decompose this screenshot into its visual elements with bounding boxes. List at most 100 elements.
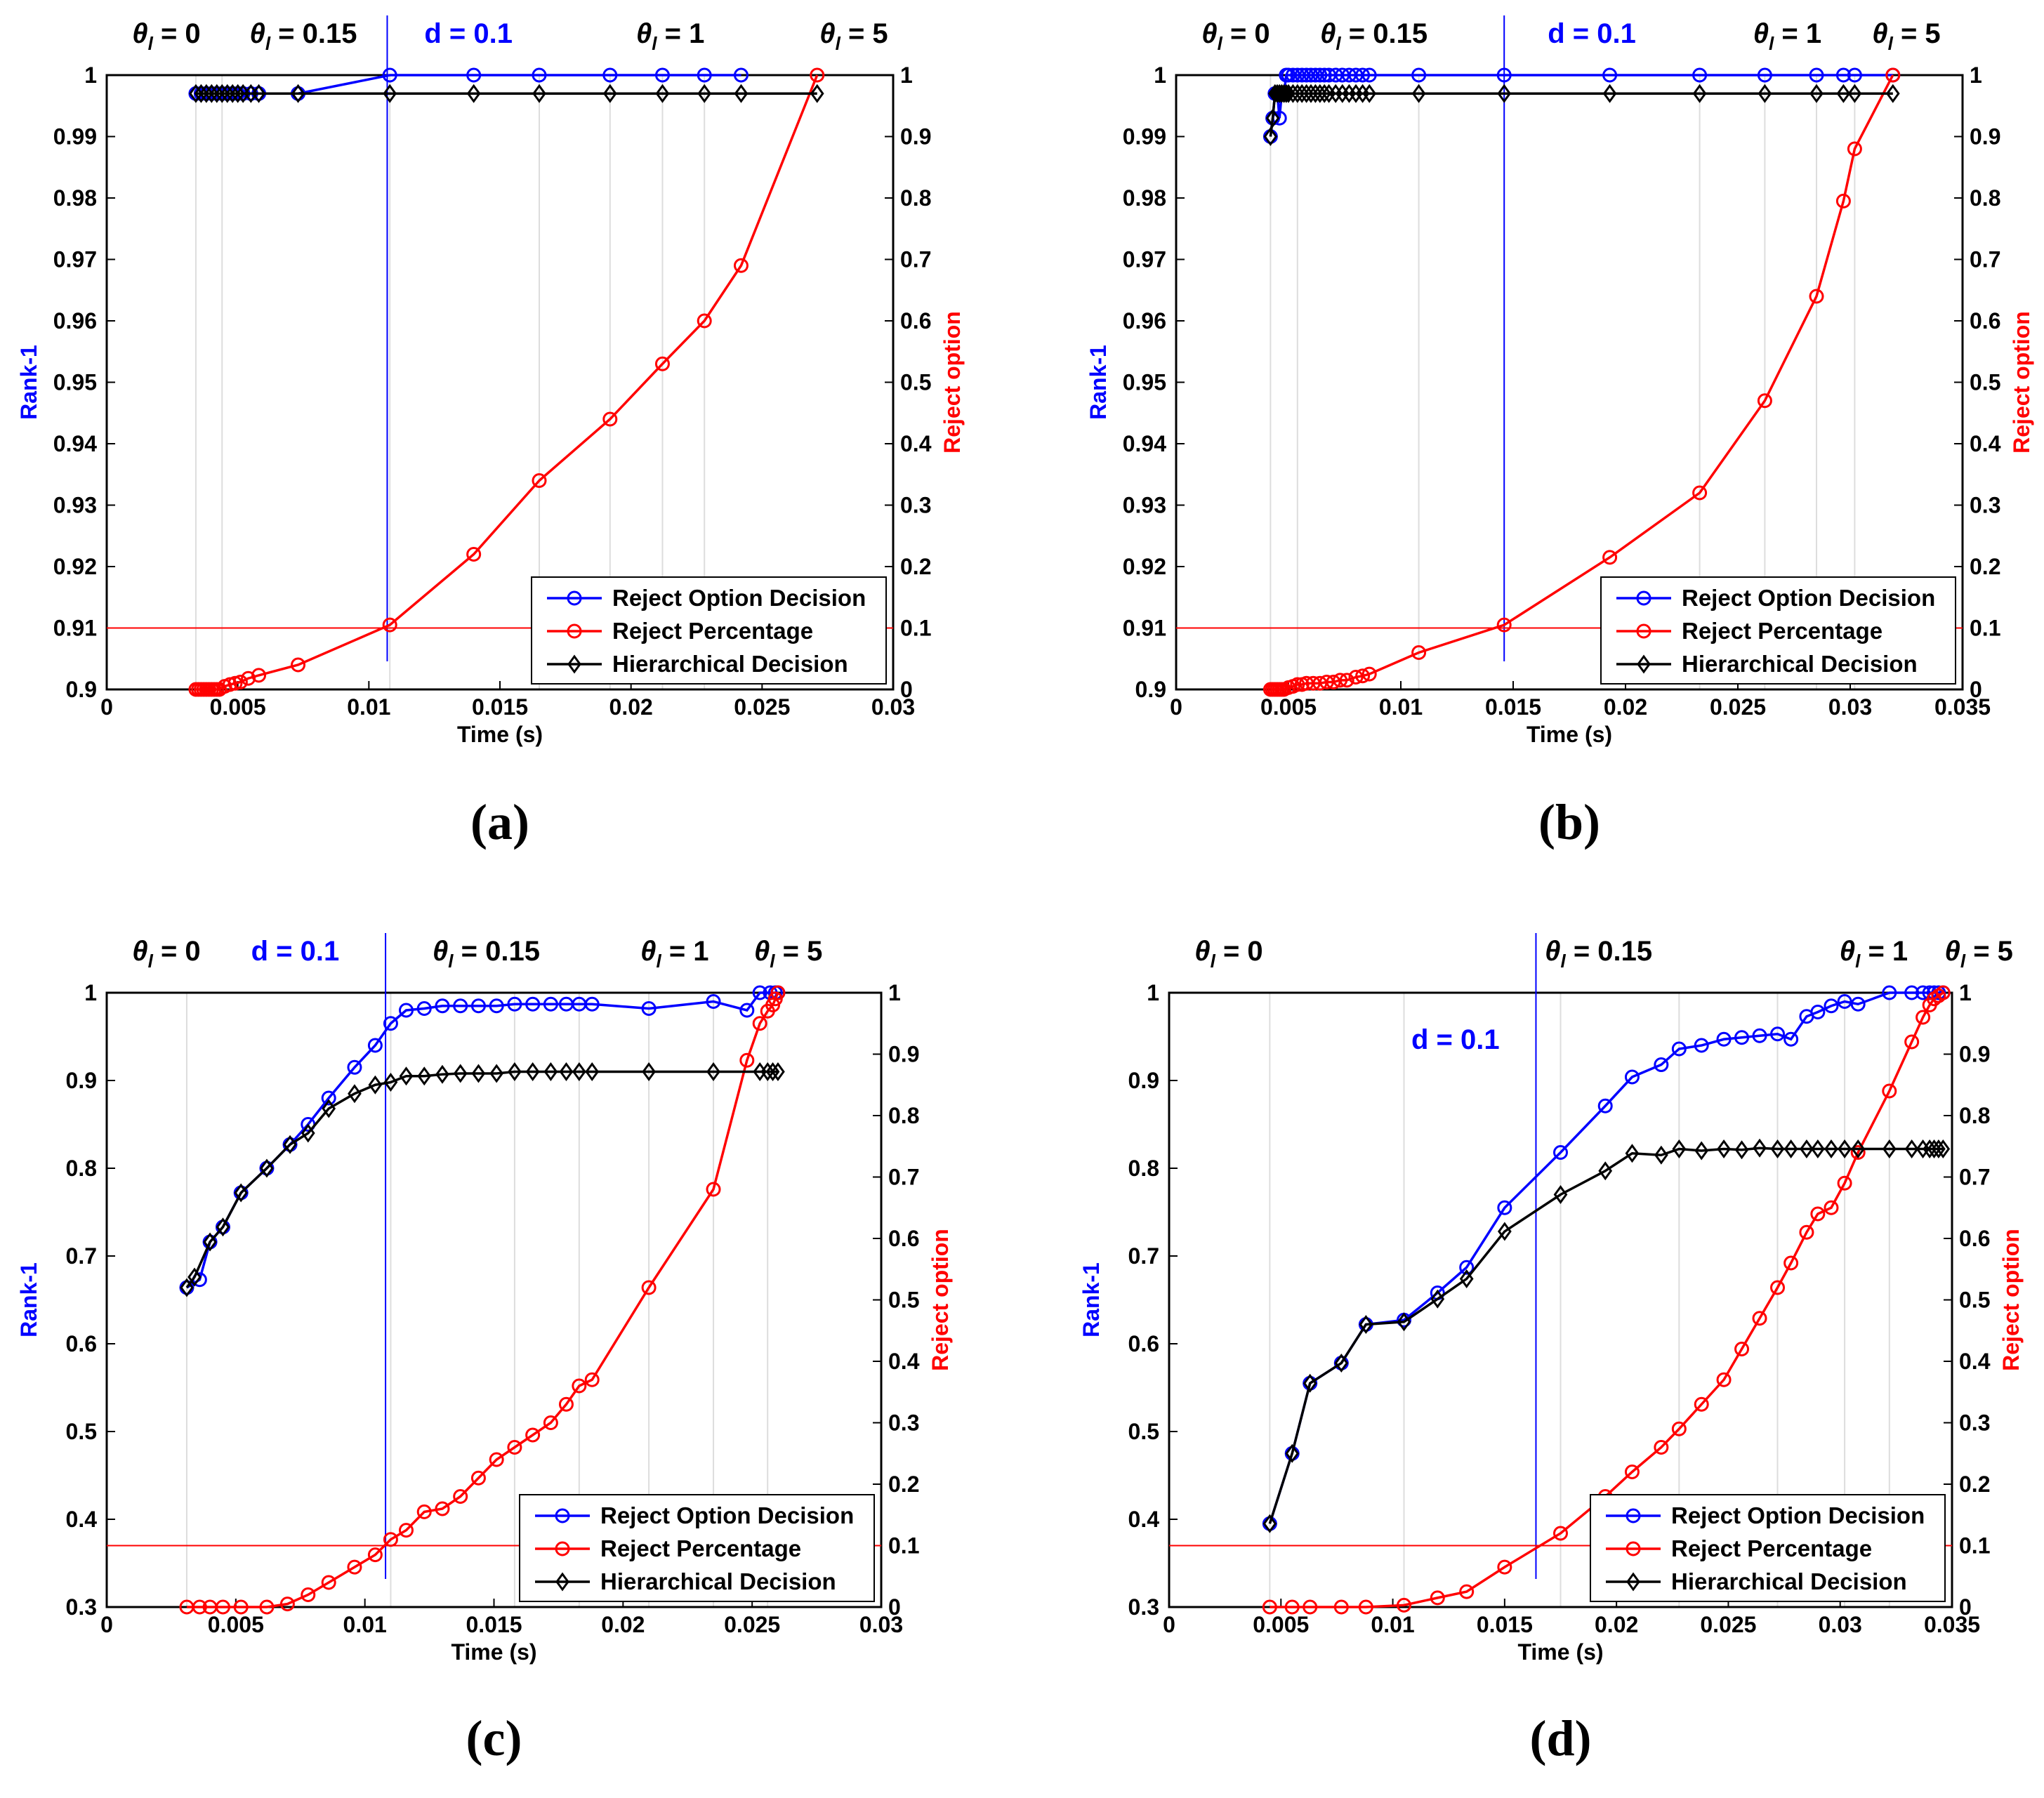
y-right-tick-label: 0.5 [888, 1288, 919, 1313]
reject-percentage-marker [1430, 1590, 1445, 1606]
hierarchical-decision-marker [771, 1062, 785, 1082]
x-tick-label: 0.005 [210, 694, 266, 720]
hierarchical-decision-marker [1359, 1314, 1373, 1335]
hierarchical-decision-marker [525, 1062, 540, 1082]
legend-label: Hierarchical Decision [1671, 1568, 1907, 1594]
hierarchical-decision-marker [187, 1267, 202, 1287]
y-left-axis-label: Rank-1 [16, 345, 41, 420]
y-left-tick-label: 0.95 [1123, 370, 1166, 395]
hierarchical-decision-marker [489, 1064, 504, 1083]
hierarchical-decision-marker [1836, 84, 1851, 103]
reject-percentage-marker [1882, 1083, 1897, 1099]
reject-percentage-marker [525, 1427, 541, 1443]
legend-label: Hierarchical Decision [612, 651, 848, 677]
y-left-tick-label: 0.97 [53, 247, 97, 272]
x-tick-label: 0 [100, 694, 113, 720]
hierarchical-decision-marker [1851, 1139, 1866, 1159]
annotation-label: d = 0.1 [1411, 1024, 1500, 1055]
y-left-tick-label: 0.5 [66, 1419, 97, 1444]
y-right-tick-label: 0.1 [888, 1533, 919, 1559]
y-right-axis-label: Reject option [939, 311, 965, 454]
hierarchical-decision-marker [1770, 1139, 1785, 1159]
y-right-tick-label: 0.4 [1970, 431, 2001, 456]
legend-label: Reject Percentage [1671, 1535, 1872, 1561]
reject-option-decision-marker [1317, 67, 1332, 83]
hierarchical-decision-marker [1800, 1139, 1814, 1159]
hierarchical-decision-line [1268, 1146, 1944, 1524]
hierarchical-decision-marker [1783, 1139, 1798, 1159]
hierarchical-decision-marker [1498, 1222, 1512, 1241]
hierarchical-decision-marker [1286, 84, 1300, 103]
x-tick-label: 0.025 [734, 694, 790, 720]
y-left-tick-label: 0.93 [1123, 493, 1166, 518]
annotation-label: θl = 0 [132, 18, 200, 54]
reject-option-decision-marker [602, 67, 618, 83]
reject-percentage-marker [1850, 1145, 1866, 1160]
x-tick-label: 0.015 [1477, 1612, 1533, 1637]
reject-percentage-marker [1411, 645, 1427, 660]
hierarchical-decision-marker [215, 84, 230, 103]
reject-percentage-marker [706, 1182, 721, 1197]
y-right-tick-label: 0.2 [888, 1472, 919, 1497]
y-right-tick-label: 0.5 [900, 370, 931, 395]
legend-label: Reject Option Decision [1671, 1502, 1925, 1528]
hierarchical-decision-marker [1263, 126, 1278, 147]
reject-option-decision-marker [1602, 67, 1618, 83]
y-left-tick-label: 0.6 [1128, 1331, 1159, 1356]
hierarchical-decision-marker [204, 84, 219, 103]
hierarchical-decision-marker [1932, 1139, 1946, 1159]
reject-option-decision-marker [321, 1090, 336, 1106]
reject-option-decision-marker [584, 996, 600, 1012]
x-tick-label: 0.015 [1485, 694, 1541, 720]
x-tick-label: 0.02 [1604, 694, 1647, 720]
annotation-label: θl = 0.15 [1320, 18, 1427, 54]
hierarchical-decision-marker [1602, 84, 1617, 103]
hierarchical-decision-marker [251, 84, 266, 103]
y-left-tick-label: 0.97 [1123, 247, 1166, 272]
y-right-tick-label: 0.9 [900, 124, 931, 150]
reject-percentage-marker [1809, 289, 1824, 304]
reject-percentage-marker [1333, 673, 1348, 688]
x-tick-label: 0.025 [724, 1612, 780, 1637]
annotation-label: θl = 1 [1753, 18, 1821, 54]
annotation-label: θl = 5 [1945, 936, 2013, 972]
y-left-tick-label: 1 [1147, 980, 1159, 1005]
reject-option-decision-marker [752, 985, 767, 1000]
reject-percentage-marker [232, 675, 248, 689]
reject-percentage-marker [1553, 1526, 1568, 1541]
x-tick-label: 0.025 [1700, 1612, 1756, 1637]
y-left-tick-label: 1 [84, 980, 97, 1005]
reject-option-decision-marker [1810, 1005, 1826, 1019]
reject-percentage-marker [1319, 675, 1334, 689]
legend-label: Reject Option Decision [612, 585, 866, 611]
y-right-tick-label: 0.4 [1959, 1349, 1991, 1374]
reject-option-decision-marker [1783, 1031, 1799, 1047]
reject-percentage-marker [321, 1575, 336, 1590]
legend-label: Reject Percentage [612, 618, 813, 644]
reject-percentage-marker [558, 1396, 574, 1412]
annotation-label: θl = 5 [819, 18, 888, 54]
reject-percentage-marker [435, 1501, 450, 1516]
hierarchical-decision-marker [508, 1062, 522, 1082]
reject-percentage-marker [1397, 1597, 1411, 1613]
x-tick-label: 0.02 [601, 1612, 645, 1637]
hierarchical-decision-marker [1758, 84, 1772, 103]
reject-percentage-marker [1290, 677, 1305, 692]
hierarchical-decision-marker [1904, 1139, 1919, 1159]
reject-option-decision-marker [1904, 985, 1920, 1000]
reject-option-decision-marker [453, 998, 468, 1014]
x-tick-label: 0 [1170, 694, 1182, 720]
reject-percentage-marker [382, 617, 397, 633]
annotation-label: θl = 1 [1840, 936, 1908, 972]
y-right-tick-label: 0.8 [1959, 1103, 1990, 1128]
hierarchical-decision-marker [1936, 1139, 1951, 1159]
hierarchical-decision-marker [209, 84, 224, 103]
legend-marker [555, 1572, 569, 1592]
hierarchical-decision-marker [1824, 1139, 1838, 1159]
y-right-tick-label: 0 [900, 677, 913, 702]
reject-option-decision-marker [641, 1001, 657, 1016]
y-left-tick-label: 0.9 [1135, 677, 1166, 702]
reject-percentage-marker [1339, 673, 1354, 688]
x-tick-label: 0.035 [1934, 694, 1991, 720]
reject-option-decision-marker [1882, 985, 1897, 1000]
